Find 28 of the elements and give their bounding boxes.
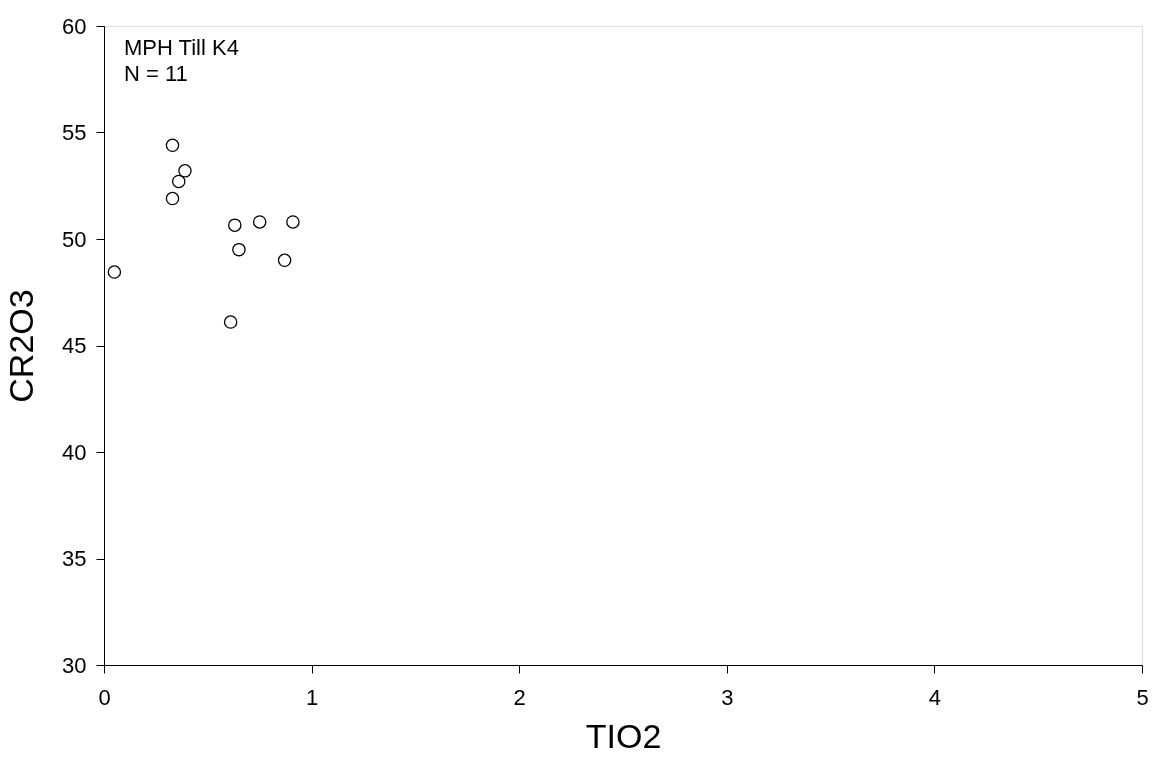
point	[277, 253, 292, 268]
x-tick-label: 5	[1136, 684, 1149, 710]
x-tick-label: 2	[513, 684, 526, 710]
annotation: MPH Till K4	[124, 35, 239, 60]
y-tick-label: 30	[62, 652, 87, 678]
point	[178, 164, 192, 178]
point	[223, 315, 238, 329]
point	[165, 138, 180, 153]
point	[232, 242, 246, 257]
point	[107, 265, 122, 279]
y-tick-label: 40	[62, 439, 87, 465]
y-tick-label: 45	[62, 333, 87, 358]
x-tick-label: 4	[928, 684, 942, 710]
y-tick-label: 60	[62, 13, 87, 39]
y-axis-title: CR2O3	[2, 289, 41, 403]
y-tick-label: 50	[62, 226, 87, 252]
point	[165, 191, 180, 206]
x-tick-label: 3	[721, 684, 734, 710]
point	[286, 215, 300, 229]
annotation: N = 11	[124, 60, 188, 86]
point	[171, 174, 186, 189]
x-tick-label: 0	[98, 684, 111, 710]
point	[228, 218, 242, 232]
x-tick-label: 1	[305, 684, 319, 710]
x-axis-title: TIO2	[585, 716, 662, 755]
point	[252, 215, 267, 229]
y-tick-label: 55	[62, 120, 87, 145]
y-tick-label: 35	[62, 546, 87, 571]
